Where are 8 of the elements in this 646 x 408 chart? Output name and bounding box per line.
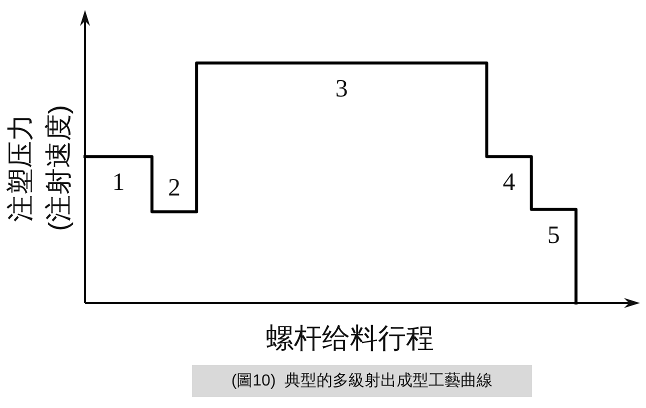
caption: (圖10) 典型的多級射出成型工藝曲線 [192,365,532,397]
annotation: 3 [335,76,348,102]
annotation: 5 [547,222,560,249]
annotation: 2 [168,174,181,202]
y-axis-title: 注塑压力 (注射速度) [5,105,74,231]
annotation: 1 [112,169,125,196]
annotation: 4 [502,169,516,196]
x-axis-title: 螺杆给料行程 [266,322,434,354]
